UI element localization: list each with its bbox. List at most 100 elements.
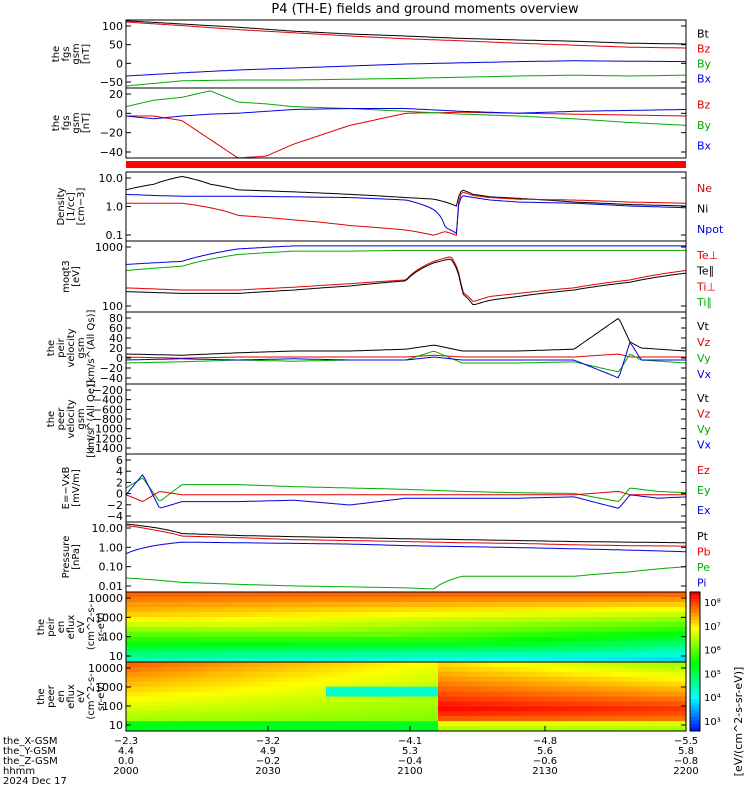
spectrogram-cell xyxy=(246,642,255,648)
spectrogram-cell xyxy=(670,686,679,693)
spectrogram-cell xyxy=(646,617,655,623)
spectrogram-cell xyxy=(454,632,463,638)
spectrogram-cell xyxy=(662,662,671,668)
spectrogram-cell xyxy=(470,711,479,717)
spectrogram-cell xyxy=(614,612,623,618)
spectrogram-cell xyxy=(438,607,447,613)
spectrogram-cell xyxy=(174,597,183,603)
spectrogram-cell xyxy=(630,642,639,648)
spectrogram-cell xyxy=(190,726,199,732)
spectrogram-cell xyxy=(526,617,535,623)
spectrogram-cell xyxy=(230,691,239,698)
spectrogram-cell xyxy=(326,726,335,732)
colorbar-segment xyxy=(690,619,700,624)
spectrogram-cell xyxy=(542,662,551,668)
spectrogram-cell xyxy=(278,622,287,628)
spectrogram-cell xyxy=(294,686,303,693)
spectrogram-cell xyxy=(550,622,559,628)
spectrogram-cell xyxy=(614,696,623,703)
spectrogram-cell xyxy=(438,657,447,663)
spectrogram-cell xyxy=(598,657,607,663)
spectrogram-cell xyxy=(654,632,663,638)
spectrogram-cell xyxy=(342,696,351,703)
spectrogram-cell xyxy=(382,617,391,623)
spectrogram-cell xyxy=(606,662,615,668)
spectrogram-cell xyxy=(654,652,663,658)
spectrogram-cell xyxy=(150,711,159,717)
spectrogram-cell xyxy=(134,607,143,613)
spectrogram-cell xyxy=(150,592,159,598)
spectrogram-cell xyxy=(326,671,335,678)
spectrogram-cell xyxy=(206,662,215,668)
spectrogram-cell xyxy=(350,632,359,638)
spectrogram-cell xyxy=(406,721,415,727)
spectrogram-cell xyxy=(398,617,407,623)
spectrogram-cell xyxy=(422,666,431,673)
spectrogram-cell xyxy=(206,612,215,618)
spectrogram-cell xyxy=(166,721,175,727)
legend-entry: Pi xyxy=(697,576,706,589)
spectrogram-cell xyxy=(670,711,679,717)
spectrogram-cell xyxy=(446,662,455,668)
spectrogram-cell xyxy=(454,711,463,717)
spectrogram-cell xyxy=(222,706,231,712)
colorbar-frame xyxy=(689,591,701,732)
spectrogram-cell xyxy=(174,681,183,688)
spectrogram-cell xyxy=(438,716,447,722)
spectrogram-cell xyxy=(358,612,367,618)
spectrogram-cell xyxy=(590,676,599,683)
panel-frame xyxy=(125,453,687,523)
spectrogram-cell xyxy=(238,681,247,688)
spectrogram-cell xyxy=(190,691,199,698)
spectrogram-cell xyxy=(270,617,279,623)
spectrogram-cell xyxy=(398,681,407,688)
colorbar-segment xyxy=(690,717,700,722)
spectrogram-cell xyxy=(150,726,159,732)
spectrogram-cell xyxy=(646,716,655,722)
panel-frame xyxy=(125,521,687,593)
spectrogram-cell xyxy=(166,602,175,608)
spectrogram-cell xyxy=(342,676,351,683)
spectrogram-cell xyxy=(462,716,471,722)
spectrogram-cell xyxy=(590,716,599,722)
spectrogram-cell xyxy=(294,666,303,673)
spectrogram-cell xyxy=(622,666,631,673)
y-tick-label: 10.0 xyxy=(99,172,124,185)
spectrogram-cell xyxy=(550,642,559,648)
y-axis-label: the fgs gsm [nT] xyxy=(51,112,92,133)
spectrogram-cell xyxy=(398,597,407,603)
spectrogram-cell xyxy=(366,662,375,668)
spectrogram-cell xyxy=(174,652,183,658)
y-axis-label-line: [nT] xyxy=(81,113,92,133)
spectrogram-cell xyxy=(494,657,503,663)
spectrogram-cell xyxy=(606,622,615,628)
spectrogram-cell xyxy=(238,706,247,712)
spectrogram-cell xyxy=(542,627,551,633)
spectrogram-cell xyxy=(422,681,431,688)
spectrogram-cell xyxy=(222,597,231,603)
spectrogram-cell xyxy=(590,652,599,658)
spectrogram-cell xyxy=(406,681,415,688)
spectrogram-cell xyxy=(550,592,559,598)
spectrogram-cell xyxy=(558,706,567,712)
spectrogram-cell xyxy=(398,726,407,732)
spectrogram-cell xyxy=(302,716,311,722)
spectrogram-cell xyxy=(366,721,375,727)
spectrogram-cell xyxy=(254,612,263,618)
spectrogram-cell xyxy=(478,681,487,688)
spectrogram-cell xyxy=(382,637,391,643)
spectrogram-cell xyxy=(502,691,511,698)
spectrogram-cell xyxy=(534,652,543,658)
spectrogram-cell xyxy=(462,657,471,663)
spectrogram-cell xyxy=(654,597,663,603)
spectrogram-cell xyxy=(214,617,223,623)
spectrogram-cell xyxy=(166,612,175,618)
spectrogram-cell xyxy=(614,647,623,653)
spectrogram-cell xyxy=(350,637,359,643)
colorbar-segment xyxy=(690,703,700,708)
spectrogram-cell xyxy=(606,597,615,603)
spectrogram-cell xyxy=(670,691,679,698)
spectrogram-cell xyxy=(254,676,263,683)
spectrogram-cell xyxy=(206,627,215,633)
spectrogram-cell xyxy=(478,627,487,633)
